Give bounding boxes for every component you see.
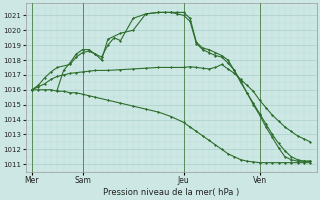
X-axis label: Pression niveau de la mer( hPa ): Pression niveau de la mer( hPa ) (103, 188, 239, 197)
